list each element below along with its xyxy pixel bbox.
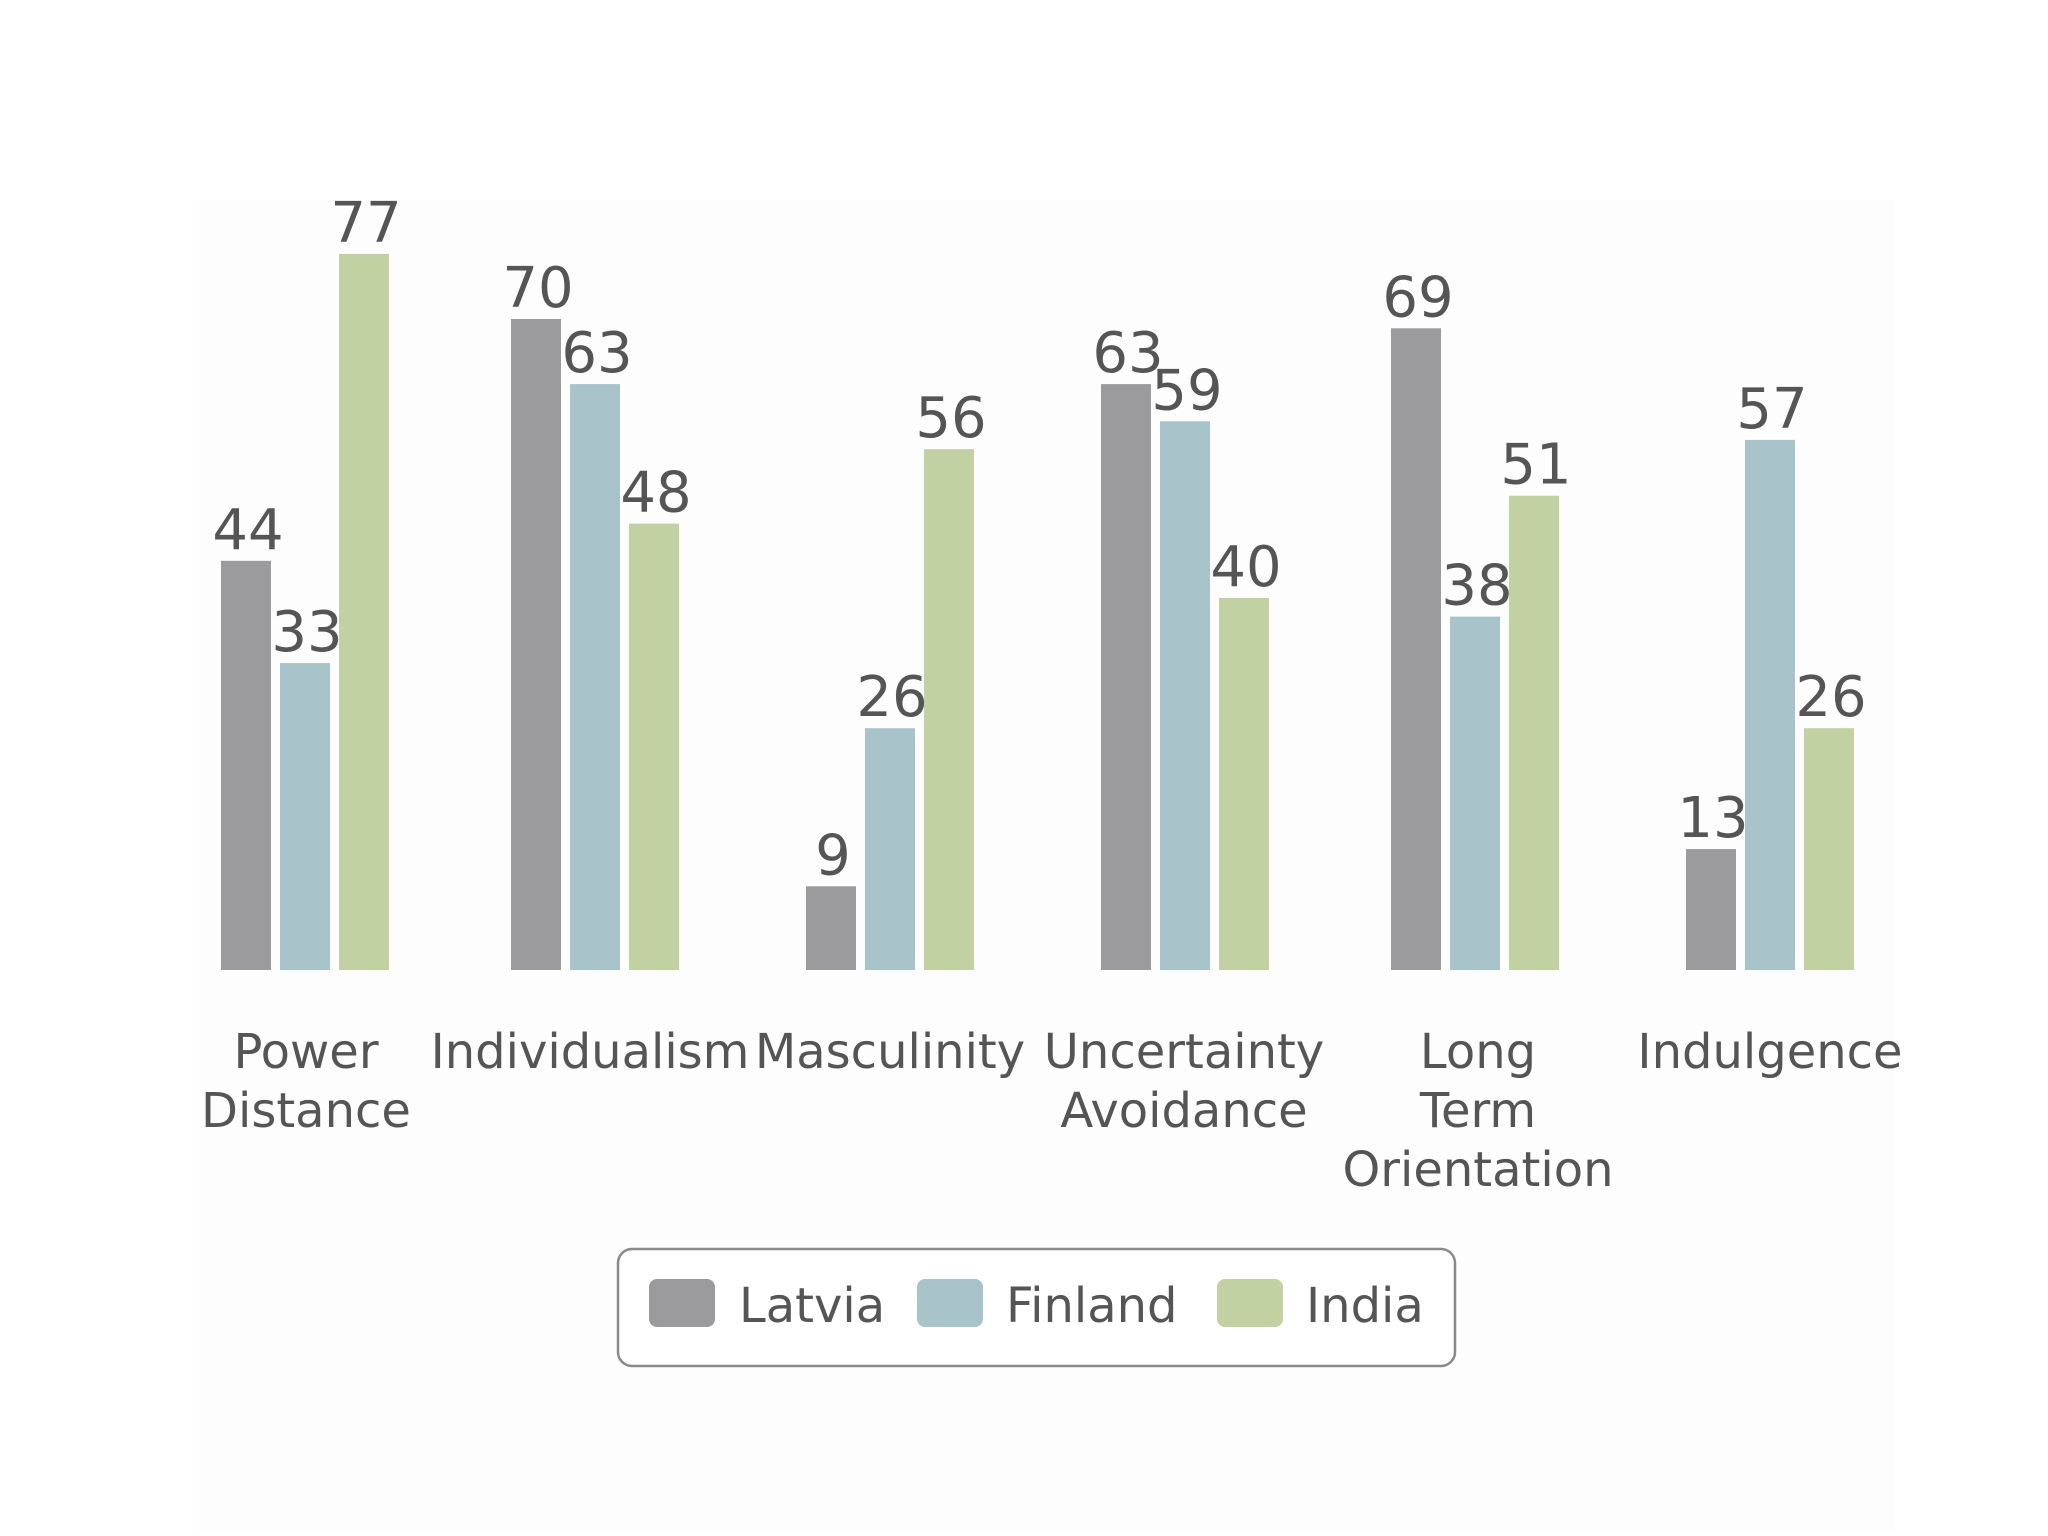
bar-finland-uncertainty-avoidance — [1160, 421, 1210, 970]
x-tick-label-line: Orientation — [1343, 1142, 1614, 1198]
legend-swatch-latvia — [649, 1279, 715, 1327]
bar-finland-indulgence — [1745, 439, 1795, 970]
value-labels-layer: 44 70 9 63 69 13 33 63 26 59 38 57 77 48 56 40 51 26 — [212, 191, 1866, 888]
bar-finland-power-distance — [280, 663, 330, 970]
value-label-india-long-term-orientation: 51 — [1500, 433, 1571, 498]
x-tick-label-line: Uncertainty — [1044, 1024, 1324, 1080]
value-label-india-indulgence: 26 — [1795, 665, 1866, 730]
x-tick-label-line: Avoidance — [1060, 1083, 1307, 1139]
legend-box — [616, 1247, 1457, 1368]
bar-latvia-indulgence — [1686, 849, 1736, 970]
x-tick-label-line: Individualism — [431, 1024, 750, 1080]
x-tick-label-masculinity: Masculinity — [755, 1024, 1025, 1080]
bar-india-indulgence — [1804, 728, 1854, 970]
value-label-finland-power-distance: 33 — [271, 600, 342, 665]
legend-swatch-finland — [917, 1279, 983, 1327]
bar-latvia-individualism — [511, 319, 561, 970]
value-label-latvia-individualism: 70 — [502, 256, 573, 321]
bar-finland-long-term-orientation — [1450, 616, 1500, 970]
bar-india-masculinity — [924, 449, 974, 970]
value-label-latvia-masculinity: 9 — [815, 823, 851, 888]
legend-label-finland: Finland — [1006, 1278, 1178, 1334]
value-label-finland-individualism: 63 — [561, 321, 632, 386]
x-tick-label-line: Masculinity — [755, 1024, 1025, 1080]
legend-label-latvia: Latvia — [739, 1278, 885, 1334]
value-label-finland-uncertainty-avoidance: 59 — [1151, 358, 1222, 423]
legend-label-india: India — [1306, 1278, 1424, 1334]
value-label-finland-masculinity: 26 — [856, 665, 927, 730]
bar-latvia-uncertainty-avoidance — [1101, 384, 1151, 971]
legend: Latvia Finland India — [616, 1247, 1457, 1368]
bar-finland-masculinity — [865, 728, 915, 970]
value-label-latvia-power-distance: 44 — [212, 498, 283, 563]
value-label-latvia-uncertainty-avoidance: 63 — [1092, 321, 1163, 386]
x-tick-label-power-distance: Power Distance — [201, 1024, 411, 1139]
x-tick-label-line: Indulgence — [1637, 1024, 1902, 1080]
value-label-india-masculinity: 56 — [915, 386, 986, 451]
x-tick-label-individualism: Individualism — [431, 1024, 750, 1080]
x-tick-label-line: Term — [1419, 1083, 1536, 1139]
value-label-india-uncertainty-avoidance: 40 — [1210, 535, 1281, 600]
value-label-india-power-distance: 77 — [330, 191, 401, 256]
value-label-india-individualism: 48 — [620, 461, 691, 526]
x-tick-label-line: Long — [1420, 1024, 1536, 1080]
x-tick-label-line: Power — [233, 1024, 378, 1080]
bar-latvia-power-distance — [221, 560, 271, 970]
x-axis-tick-labels: Power Distance Individualism Masculinity Unc… — [201, 1024, 1903, 1198]
value-label-finland-long-term-orientation: 38 — [1441, 554, 1512, 619]
value-label-latvia-long-term-orientation: 69 — [1382, 265, 1453, 330]
bar-latvia-masculinity — [806, 886, 856, 970]
x-tick-label-indulgence: Indulgence — [1637, 1024, 1902, 1080]
bar-india-individualism — [629, 523, 679, 970]
value-label-latvia-indulgence: 13 — [1677, 786, 1748, 851]
bars-layer — [221, 253, 1854, 971]
bar-india-long-term-orientation — [1509, 495, 1559, 970]
bar-india-uncertainty-avoidance — [1219, 598, 1269, 970]
bar-latvia-long-term-orientation — [1391, 328, 1441, 970]
value-label-finland-indulgence: 57 — [1736, 377, 1807, 442]
bar-finland-individualism — [570, 384, 620, 971]
bar-india-power-distance — [339, 253, 389, 970]
legend-swatch-india — [1217, 1279, 1283, 1327]
x-tick-label-long-term-orientation: Long Term Orientation — [1343, 1024, 1614, 1198]
x-tick-label-uncertainty-avoidance: Uncertainty Avoidance — [1044, 1024, 1324, 1139]
x-tick-label-line: Distance — [201, 1083, 411, 1139]
